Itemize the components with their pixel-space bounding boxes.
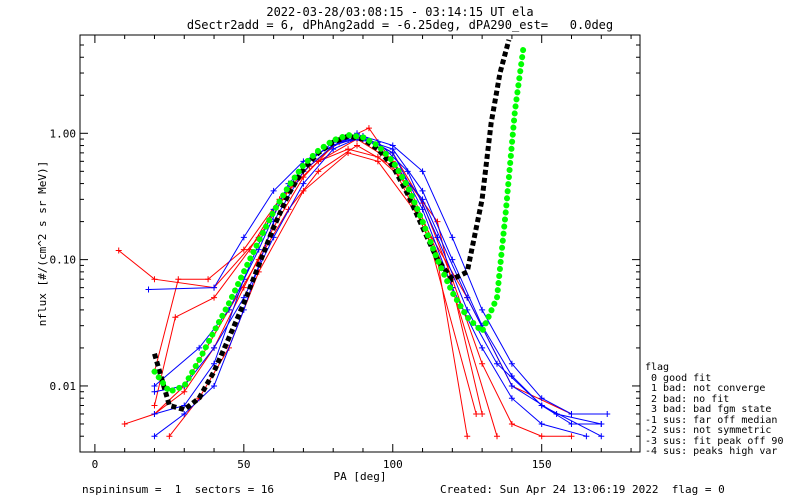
flag-legend-item: -4 sus: peaks high var bbox=[645, 446, 778, 457]
flag-legend-item: 0 good fit bbox=[645, 372, 712, 384]
green-fit-curve bbox=[151, 42, 527, 396]
x-tick-label: 0 bbox=[92, 458, 99, 471]
data-point-marker bbox=[115, 247, 122, 254]
data-point-marker bbox=[479, 360, 486, 367]
data-point-marker bbox=[404, 168, 411, 175]
data-point-marker bbox=[598, 420, 605, 427]
flag-legend-item: -3 sus: fit peak off 90 bbox=[645, 435, 784, 447]
data-point-marker bbox=[270, 187, 277, 194]
data-point-marker bbox=[175, 276, 182, 283]
footer-right: Created: Sun Apr 24 13:06:19 2022 flag =… bbox=[440, 483, 725, 496]
x-axis-label: PA [deg] bbox=[334, 470, 387, 483]
data-point-marker bbox=[508, 382, 515, 389]
data-point-marker bbox=[389, 149, 396, 156]
data-point-marker bbox=[508, 360, 515, 367]
chart-subtitle: dSectr2add = 6, dPhAng2add = -6.25deg, d… bbox=[186, 18, 614, 32]
data-point-marker bbox=[419, 168, 426, 175]
chart-title: 2022-03-28/03:08:15 - 03:14:15 UT ela bbox=[266, 5, 534, 19]
data-point-marker bbox=[172, 314, 179, 321]
data-point-marker bbox=[538, 433, 545, 440]
data-point-marker bbox=[374, 158, 381, 165]
footer-left: nspininsum = 1 sectors = 16 bbox=[82, 483, 275, 496]
data-point-marker bbox=[473, 410, 480, 417]
flag-legend-item: 3 bad: bad fgm state bbox=[645, 404, 772, 415]
data-curve bbox=[118, 148, 498, 437]
data-point-marker bbox=[538, 395, 545, 402]
plot-frame bbox=[79, 34, 641, 453]
data-curve bbox=[154, 138, 483, 415]
flag-legend-heading: flag bbox=[645, 362, 670, 373]
data-curve bbox=[148, 135, 608, 415]
data-point-marker bbox=[211, 294, 218, 301]
data-curve bbox=[154, 135, 572, 437]
data-point-marker bbox=[211, 382, 218, 389]
data-point-marker bbox=[166, 433, 173, 440]
x-tick-label: 50 bbox=[237, 458, 250, 471]
data-point-marker bbox=[508, 395, 515, 402]
data-point-marker bbox=[211, 284, 218, 291]
data-point-marker bbox=[479, 410, 486, 417]
data-point-marker bbox=[494, 433, 501, 440]
flag-legend-item: 1 bad: not converge bbox=[645, 383, 766, 394]
x-tick-label: 100 bbox=[383, 458, 403, 471]
data-point-marker bbox=[151, 402, 158, 409]
data-point-marker bbox=[464, 294, 471, 301]
data-point-marker bbox=[389, 142, 396, 149]
data-point-marker bbox=[553, 410, 560, 417]
data-point-marker bbox=[240, 234, 247, 241]
data-curve bbox=[154, 132, 602, 437]
data-point-marker bbox=[145, 286, 152, 293]
data-point-marker bbox=[196, 344, 203, 351]
black-fit-curve bbox=[152, 39, 512, 413]
data-point-marker bbox=[568, 410, 575, 417]
data-point-marker bbox=[315, 168, 322, 175]
data-point-marker bbox=[211, 344, 218, 351]
y-tick-label: 1.00 bbox=[50, 127, 77, 140]
data-point-marker bbox=[151, 382, 158, 389]
data-curve bbox=[124, 144, 477, 425]
flag-legend: flag 0 good fit 1 bad: not converge 2 ba… bbox=[645, 362, 784, 458]
data-point-marker bbox=[240, 246, 247, 253]
data-point-marker bbox=[419, 187, 426, 194]
y-tick-label: 0.10 bbox=[50, 254, 77, 267]
data-point-marker bbox=[315, 158, 322, 165]
data-point-marker bbox=[508, 420, 515, 427]
data-curve bbox=[169, 152, 572, 437]
data-point-marker bbox=[583, 433, 590, 440]
data-point-marker bbox=[151, 433, 158, 440]
x-tick-label: 150 bbox=[532, 458, 552, 471]
data-point-marker bbox=[181, 388, 188, 395]
data-point-marker bbox=[205, 276, 212, 283]
data-point-marker bbox=[479, 306, 486, 313]
y-axis-label: nflux [#/(cm^2 s sr MeV)] bbox=[36, 161, 49, 327]
data-point-marker bbox=[121, 420, 128, 427]
data-point-marker bbox=[494, 360, 501, 367]
data-point-marker bbox=[464, 433, 471, 440]
data-point-marker bbox=[365, 125, 372, 132]
flag-legend-item: -1 sus: far off median bbox=[645, 414, 778, 426]
data-point-marker bbox=[345, 149, 352, 156]
data-point-marker bbox=[449, 234, 456, 241]
data-curve bbox=[154, 135, 587, 437]
data-curve bbox=[154, 138, 602, 425]
flag-legend-item: -2 sus: not symmetric bbox=[645, 425, 772, 436]
data-point-marker bbox=[598, 433, 605, 440]
data-point-marker bbox=[300, 180, 307, 187]
data-point-marker bbox=[538, 420, 545, 427]
data-point-marker bbox=[419, 196, 426, 203]
data-point-marker bbox=[300, 187, 307, 194]
data-point-marker bbox=[151, 276, 158, 283]
data-point-marker bbox=[151, 388, 158, 395]
data-point-marker bbox=[181, 410, 188, 417]
data-point-marker bbox=[354, 142, 361, 149]
flag-legend-item: 2 bad: no fit bbox=[645, 393, 730, 405]
data-point-marker bbox=[568, 433, 575, 440]
data-point-marker bbox=[151, 410, 158, 417]
data-point-marker bbox=[604, 410, 611, 417]
data-point-marker bbox=[479, 344, 486, 351]
data-point-marker bbox=[568, 420, 575, 427]
y-tick-label: 0.01 bbox=[50, 380, 77, 393]
